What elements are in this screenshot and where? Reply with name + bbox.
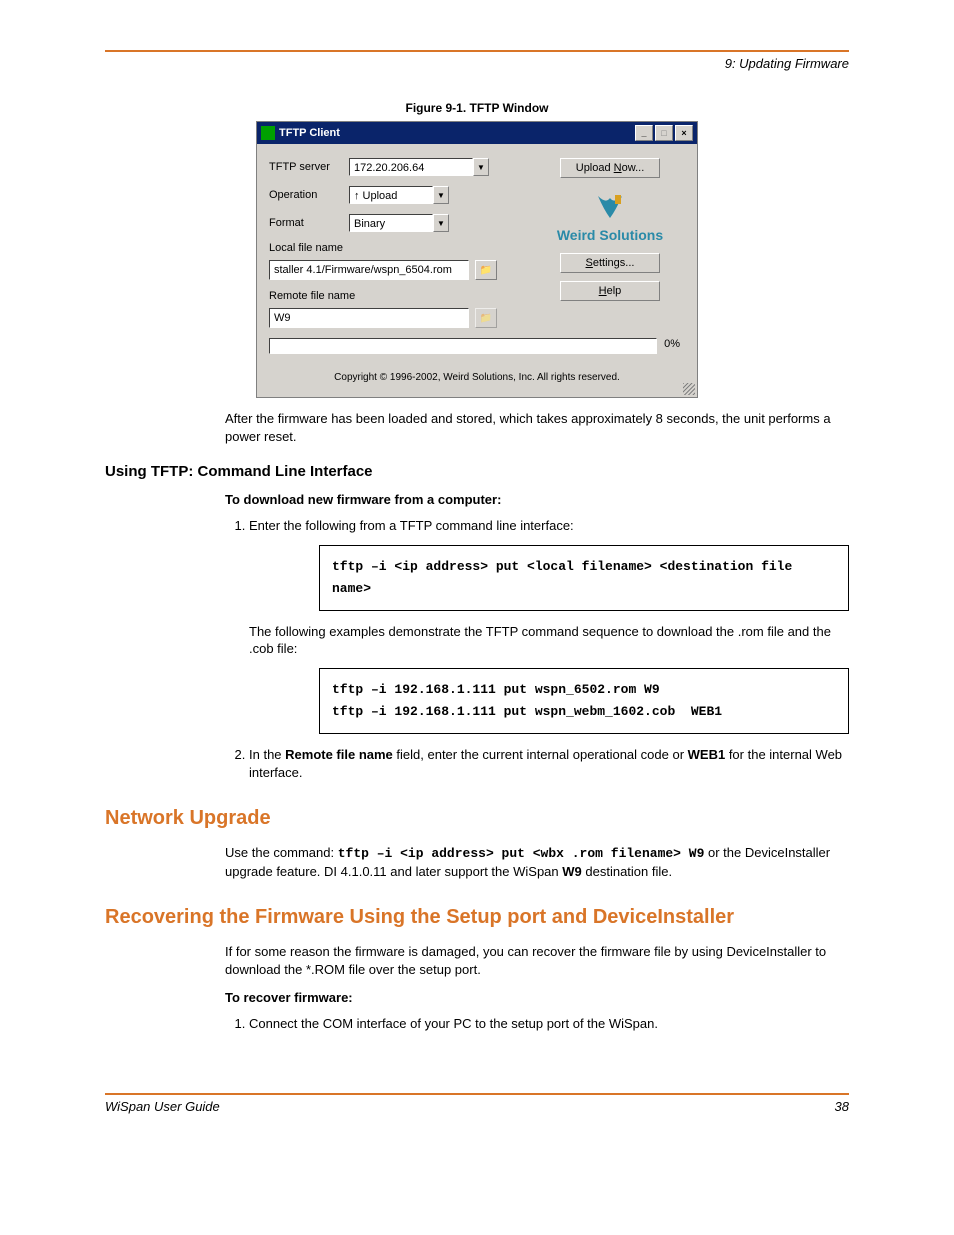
header-section: 9: Updating Firmware (105, 56, 849, 71)
operation-select[interactable]: ↑ Upload (349, 186, 433, 204)
heading-cli: Using TFTP: Command Line Interface (105, 463, 849, 480)
network-bold: W9 (562, 864, 582, 879)
page-number: 38 (835, 1099, 849, 1114)
maximize-button[interactable]: □ (655, 125, 673, 141)
code-block-1: tftp –i <ip address> put <local filename… (319, 545, 849, 611)
step2-mid: field, enter the current internal operat… (393, 747, 688, 762)
label-operation: Operation (269, 189, 349, 201)
step2-bold1: Remote file name (285, 747, 393, 762)
browse-local-icon[interactable]: 📁 (475, 260, 497, 280)
code-block-2: tftp –i 192.168.1.111 put wspn_6502.rom … (319, 668, 849, 734)
minimize-button[interactable]: _ (635, 125, 653, 141)
para-after-figure: After the firmware has been loaded and s… (225, 410, 849, 445)
format-select[interactable]: Binary (349, 214, 433, 232)
remote-file-input[interactable]: W9 (269, 308, 469, 328)
app-icon (261, 126, 275, 140)
footer-title: WiSpan User Guide (105, 1099, 220, 1114)
settings-button[interactable]: Settings... (560, 253, 660, 273)
recover-steps: Connect the COM interface of your PC to … (225, 1015, 849, 1033)
tftp-window: TFTP Client _ □ × TFTP server 172.20.206… (256, 121, 698, 398)
window-title: TFTP Client (279, 127, 635, 139)
network-post: destination file. (582, 864, 672, 879)
resize-grip-icon[interactable] (683, 383, 695, 395)
figure-caption: Figure 9-1. TFTP Window (105, 101, 849, 115)
label-local-file: Local file name (269, 242, 519, 254)
close-button[interactable]: × (675, 125, 693, 141)
para-recover: If for some reason the firmware is damag… (225, 943, 849, 978)
step-2: In the Remote file name field, enter the… (249, 746, 849, 781)
titlebar: TFTP Client _ □ × (257, 122, 697, 144)
network-cmd: tftp –i <ip address> put <wbx .rom filen… (338, 846, 705, 861)
step2-bold2: WEB1 (688, 747, 726, 762)
examples-intro: The following examples demonstrate the T… (249, 624, 831, 657)
label-format: Format (269, 217, 349, 229)
heading-to-recover: To recover firmware: (225, 990, 849, 1005)
network-pre: Use the command: (225, 845, 338, 860)
footer-rule (105, 1093, 849, 1095)
recover-step-1: Connect the COM interface of your PC to … (249, 1015, 849, 1033)
label-remote-file: Remote file name (269, 290, 519, 302)
download-steps: Enter the following from a TFTP command … (225, 517, 849, 781)
header-rule (105, 50, 849, 52)
upload-button[interactable]: Upload Now... (560, 158, 660, 178)
format-dropdown-icon[interactable]: ▼ (433, 214, 449, 232)
heading-download: To download new firmware from a computer… (225, 492, 849, 507)
help-button[interactable]: Help (560, 281, 660, 301)
para-network: Use the command: tftp –i <ip address> pu… (225, 844, 849, 880)
copyright-text: Copyright © 1996-2002, Weird Solutions, … (269, 372, 685, 389)
code2-line2: tftp –i 192.168.1.111 put wspn_webm_1602… (332, 704, 722, 719)
step1-text: Enter the following from a TFTP command … (249, 518, 574, 533)
tftp-body: TFTP server 172.20.206.64 ▼ Operation ↑ … (257, 144, 697, 397)
heading-recover: Recovering the Firmware Using the Setup … (105, 906, 849, 929)
brand-text: Weird Solutions (535, 227, 685, 243)
operation-dropdown-icon[interactable]: ▼ (433, 186, 449, 204)
server-dropdown-icon[interactable]: ▼ (473, 158, 489, 176)
label-server: TFTP server (269, 161, 349, 173)
heading-network-upgrade: Network Upgrade (105, 807, 849, 830)
code2-line1: tftp –i 192.168.1.111 put wspn_6502.rom … (332, 682, 660, 697)
step2-pre: In the (249, 747, 285, 762)
brand-logo-icon (594, 192, 626, 222)
local-file-input[interactable]: staller 4.1/Firmware/wspn_6504.rom (269, 260, 469, 280)
progress-pct: 0% (664, 338, 680, 350)
browse-remote-icon[interactable]: 📁 (475, 308, 497, 328)
server-input[interactable]: 172.20.206.64 (349, 158, 473, 176)
step-1: Enter the following from a TFTP command … (249, 517, 849, 734)
progress-bar: 0% (269, 338, 657, 354)
